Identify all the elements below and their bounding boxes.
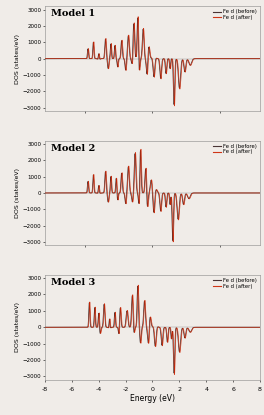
Fe d (before) xyxy=(258,325,262,330)
Fe d (after) xyxy=(135,177,138,182)
Fe d (before) xyxy=(126,310,129,315)
Fe d (before) xyxy=(258,190,262,195)
Fe d (after) xyxy=(68,190,71,195)
Y-axis label: DOS (states/eV): DOS (states/eV) xyxy=(15,168,20,218)
Fe d (after) xyxy=(231,325,234,330)
Fe d (after) xyxy=(43,325,46,330)
Fe d (after) xyxy=(258,56,262,61)
Fe d (after) xyxy=(173,103,176,108)
Line: Fe d (after): Fe d (after) xyxy=(45,149,260,242)
Fe d (before) xyxy=(68,56,71,61)
Text: Model 2: Model 2 xyxy=(51,144,96,153)
Text: Model 1: Model 1 xyxy=(51,10,96,18)
Fe d (before) xyxy=(136,284,139,289)
Fe d (after) xyxy=(81,56,84,61)
Y-axis label: DOS (states/eV): DOS (states/eV) xyxy=(15,34,20,84)
Y-axis label: DOS (states/eV): DOS (states/eV) xyxy=(15,302,20,352)
Fe d (before) xyxy=(43,56,46,61)
Fe d (before) xyxy=(136,15,139,20)
Fe d (after) xyxy=(135,52,138,57)
Legend: Fe d (before), Fe d (after): Fe d (before), Fe d (after) xyxy=(213,9,257,21)
Fe d (after) xyxy=(126,186,129,191)
Fe d (before) xyxy=(81,56,84,61)
Fe d (before) xyxy=(68,325,71,330)
Fe d (before) xyxy=(135,310,138,315)
Fe d (before) xyxy=(231,56,234,61)
Fe d (after) xyxy=(137,283,140,288)
X-axis label: Energy (eV): Energy (eV) xyxy=(130,394,175,403)
Fe d (before) xyxy=(126,176,129,181)
Fe d (after) xyxy=(258,325,262,330)
Legend: Fe d (before), Fe d (after): Fe d (before), Fe d (after) xyxy=(213,143,257,155)
Line: Fe d (after): Fe d (after) xyxy=(45,17,260,106)
Fe d (after) xyxy=(254,190,258,195)
Fe d (before) xyxy=(171,238,174,243)
Fe d (after) xyxy=(126,53,129,58)
Fe d (before) xyxy=(258,56,262,61)
Fe d (after) xyxy=(254,56,258,61)
Fe d (after) xyxy=(231,190,234,195)
Fe d (after) xyxy=(254,325,258,330)
Fe d (before) xyxy=(135,187,138,192)
Fe d (before) xyxy=(254,325,258,330)
Fe d (before) xyxy=(139,148,142,153)
Fe d (after) xyxy=(43,56,46,61)
Text: Model 3: Model 3 xyxy=(51,278,96,287)
Line: Fe d (before): Fe d (before) xyxy=(45,151,260,240)
Fe d (after) xyxy=(231,56,234,61)
Line: Fe d (before): Fe d (before) xyxy=(45,18,260,105)
Fe d (before) xyxy=(68,190,71,195)
Fe d (after) xyxy=(43,190,46,195)
Fe d (before) xyxy=(231,190,234,195)
Fe d (after) xyxy=(68,325,71,330)
Fe d (before) xyxy=(135,41,138,46)
Fe d (before) xyxy=(81,190,84,195)
Fe d (before) xyxy=(43,325,46,330)
Fe d (after) xyxy=(81,190,84,195)
Fe d (before) xyxy=(126,44,129,49)
Fe d (after) xyxy=(173,372,176,377)
Fe d (before) xyxy=(81,325,84,330)
Fe d (after) xyxy=(81,325,84,330)
Fe d (after) xyxy=(135,321,138,326)
Fe d (before) xyxy=(254,190,258,195)
Legend: Fe d (before), Fe d (after): Fe d (before), Fe d (after) xyxy=(213,278,257,289)
Fe d (after) xyxy=(126,308,129,313)
Fe d (after) xyxy=(172,239,175,244)
Fe d (before) xyxy=(254,56,258,61)
Fe d (after) xyxy=(68,56,71,61)
Fe d (before) xyxy=(172,371,176,376)
Line: Fe d (before): Fe d (before) xyxy=(45,286,260,373)
Fe d (before) xyxy=(172,102,176,107)
Fe d (after) xyxy=(258,190,262,195)
Line: Fe d (after): Fe d (after) xyxy=(45,285,260,375)
Fe d (before) xyxy=(43,190,46,195)
Fe d (after) xyxy=(136,14,140,19)
Fe d (after) xyxy=(139,146,143,151)
Fe d (before) xyxy=(231,325,234,330)
